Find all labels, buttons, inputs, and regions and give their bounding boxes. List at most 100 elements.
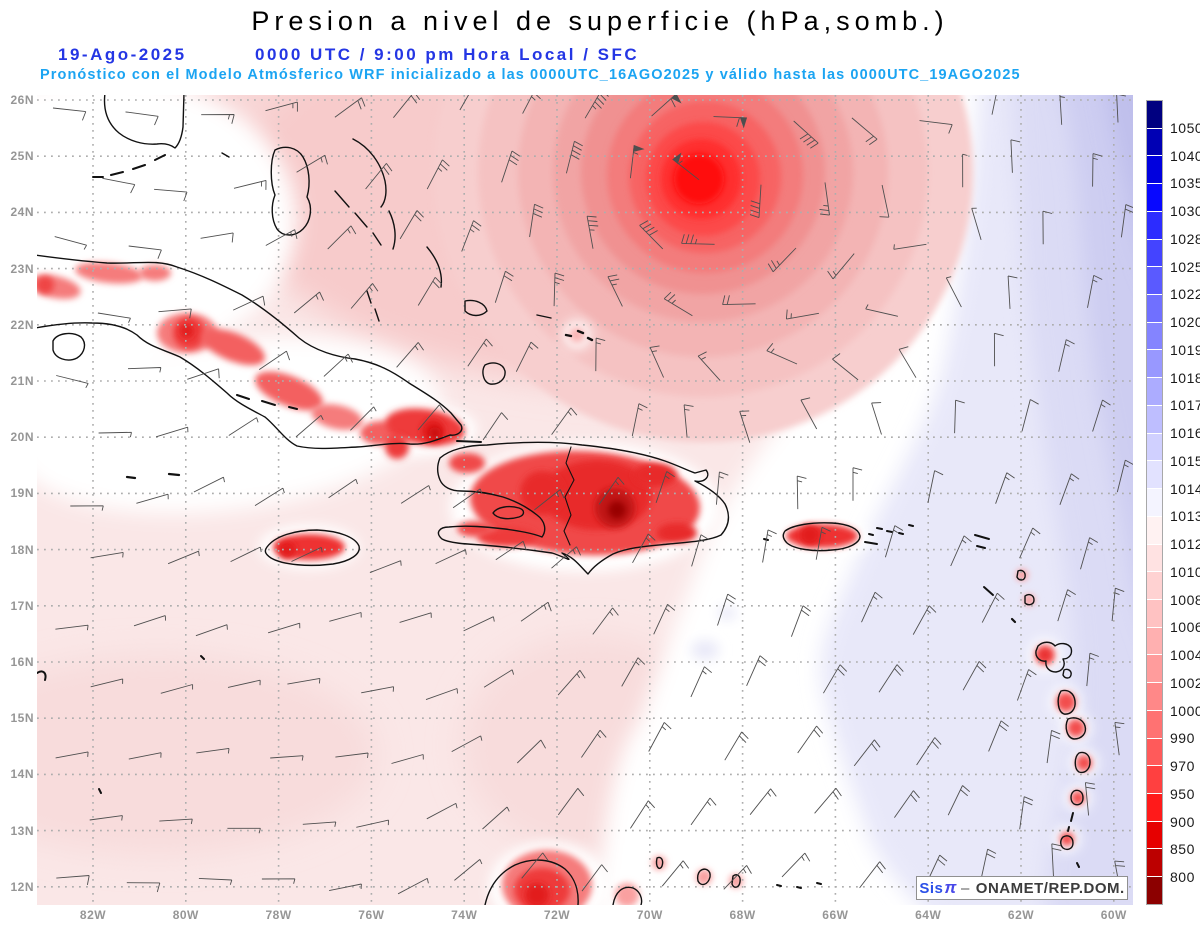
pi-symbol: π	[944, 878, 957, 897]
colorbar-tick-label: 900	[1170, 813, 1195, 830]
wind-barb	[995, 472, 1015, 504]
wind-barb	[534, 489, 565, 511]
wind-barb	[483, 669, 515, 688]
wind-barb	[329, 612, 362, 622]
wind-barb	[265, 101, 298, 112]
wind-barb	[233, 295, 266, 311]
wind-barb	[551, 546, 582, 569]
wind-barb	[521, 852, 549, 879]
wind-barb	[397, 878, 429, 895]
wind-barb	[365, 163, 393, 190]
wind-barb	[482, 806, 510, 830]
forecast-model-line: Pronóstico con el Modelo Atmósferico WRF…	[40, 67, 1021, 83]
wind-barb	[655, 471, 675, 503]
wind-barb	[919, 120, 953, 134]
wind-barb	[261, 878, 296, 884]
wind-barb	[516, 739, 546, 764]
antigua-island	[1024, 593, 1035, 606]
montserrat-island	[1010, 617, 1017, 624]
wind-barb	[350, 283, 379, 309]
colorbar-tick-label: 1028	[1170, 230, 1200, 247]
attribution-org: ONAMET/REP.DOM.	[975, 879, 1125, 897]
colorbar-cell	[1147, 267, 1162, 296]
valid-date-label: 19-Ago-2025	[58, 45, 187, 64]
colorbar-cell	[1147, 821, 1162, 850]
attribution-separator: –	[960, 879, 970, 897]
lat-tick-label: 13N	[10, 823, 34, 838]
wind-barb	[653, 603, 676, 635]
wind-barb	[663, 291, 693, 317]
wind-barb	[154, 188, 188, 202]
wind-barb	[832, 353, 859, 381]
wind-barb	[254, 487, 285, 506]
wind-barb	[557, 670, 586, 696]
wind-barb	[749, 788, 777, 815]
wind-barb	[884, 525, 904, 558]
wind-barb	[683, 404, 694, 438]
colorbar-tick-label: 1025	[1170, 258, 1200, 275]
wind-barb	[396, 342, 424, 368]
wind-barb	[1051, 843, 1062, 877]
colorbar-cell	[1147, 627, 1162, 656]
colorbar-tick-label: 990	[1170, 730, 1195, 747]
wind-barb	[399, 210, 424, 240]
wind-barb	[128, 752, 162, 760]
colorbar-tick-label: 1016	[1170, 425, 1200, 442]
colorbar-cell	[1147, 239, 1162, 268]
colorbar-cell	[1147, 793, 1162, 822]
florida-keys	[92, 154, 166, 178]
wind-barb	[717, 593, 736, 626]
colorbar-tick-label: 1000	[1170, 702, 1200, 719]
wind-barb	[893, 243, 927, 250]
wind-barb	[1087, 274, 1103, 308]
virgin-islands	[876, 524, 914, 535]
wind-barb	[98, 431, 132, 438]
wind-barb	[335, 752, 369, 758]
colorbar-cell	[1147, 461, 1162, 490]
lat-tick-label: 21N	[10, 374, 34, 388]
colorbar-cell	[1147, 849, 1162, 878]
colorbar-cell	[1147, 405, 1162, 434]
colorbar-tick-label: 950	[1170, 785, 1195, 802]
colorbar-tick-label: 1018	[1170, 369, 1200, 386]
wind-barb	[1016, 669, 1037, 701]
wind-barb	[988, 720, 1009, 752]
colorbar-cell	[1147, 489, 1162, 517]
wind-barb	[198, 877, 233, 885]
wind-barb	[127, 367, 162, 373]
lon-tick-label: 74W	[451, 908, 478, 922]
wind-barb	[400, 485, 431, 504]
wind-barb	[55, 624, 89, 631]
pressure-colorbar	[1146, 100, 1163, 905]
wind-barb	[632, 533, 656, 564]
bonaire-island	[731, 874, 741, 888]
wind-barb	[800, 397, 818, 430]
wind-barb	[1019, 796, 1034, 830]
colorbar-cell	[1147, 322, 1162, 351]
wind-barb	[187, 368, 220, 380]
wind-barb	[328, 478, 358, 499]
wind-barb	[1114, 721, 1125, 756]
wind-barb	[126, 882, 161, 893]
wind-barb	[1116, 459, 1134, 493]
wind-barb	[912, 605, 937, 635]
wind-barb	[52, 107, 87, 121]
colorbar-tick-label: 1022	[1170, 286, 1200, 303]
lon-tick-label: 80W	[172, 908, 199, 922]
wind-barb	[962, 661, 987, 691]
lat-tick-label: 18N	[10, 542, 34, 557]
tortue-island	[456, 440, 482, 443]
los-roques-keys	[776, 882, 822, 889]
lon-tick-label: 64W	[915, 908, 942, 922]
wind-barb	[661, 860, 690, 887]
lat-tick-label: 14N	[10, 767, 34, 782]
colorbar-cell	[1147, 599, 1162, 628]
wind-barb	[227, 679, 261, 688]
colorbar-cell	[1147, 572, 1162, 600]
lon-tick-label: 70W	[636, 908, 663, 922]
wind-barb	[399, 612, 432, 623]
wind-barb	[160, 684, 194, 694]
wind-barb	[1080, 537, 1099, 570]
wind-barb	[823, 664, 848, 694]
wind-barb	[295, 414, 324, 438]
